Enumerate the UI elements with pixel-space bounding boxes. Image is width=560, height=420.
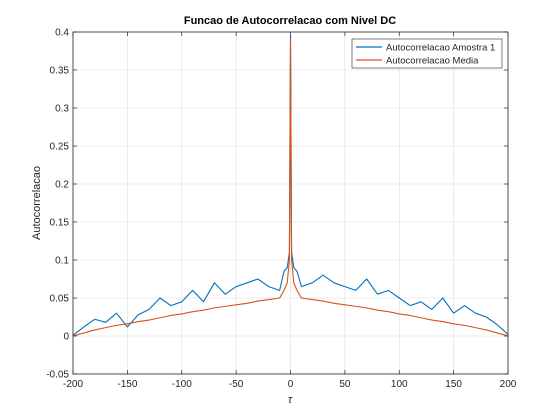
chart-title: Funcao de Autocorrelacao com Nivel DC: [184, 15, 396, 27]
y-tick-label: 0.1: [55, 256, 69, 267]
legend: Autocorrelacao Amostra 1 Autocorrelacao …: [351, 38, 503, 69]
y-tick-label: 0.2: [55, 180, 69, 191]
x-tick-label: -200: [63, 379, 83, 390]
series-line-mean: [73, 39, 508, 337]
x-tick-label: 150: [445, 379, 462, 390]
y-axis-label: Autocorrelacao: [31, 166, 43, 240]
legend-box: [351, 38, 503, 69]
x-tick-label: 100: [391, 379, 408, 390]
y-tick-label: 0.4: [55, 28, 69, 39]
legend-label-sample: Autocorrelacao Amostra 1: [386, 43, 495, 54]
y-tick-label: 0.15: [50, 218, 70, 229]
y-tick-label: 0.05: [50, 294, 70, 305]
y-tick-label: 0: [63, 332, 69, 343]
x-tick-labels: -200 -150 -100 -50 0 50 100 150 200: [63, 379, 517, 390]
x-tick-label: 200: [500, 379, 517, 390]
y-tick-label: 0.3: [55, 104, 69, 115]
y-tick-label: -0.05: [46, 370, 69, 381]
x-tick-label: -150: [117, 379, 137, 390]
x-axis-label: τ: [288, 394, 293, 406]
axis-ticks: [72, 31, 509, 375]
y-tick-label: 0.35: [50, 66, 70, 77]
x-tick-label: -100: [172, 379, 192, 390]
y-tick-labels: -0.05 0 0.05 0.1 0.15 0.2 0.25 0.3 0.35 0.4: [46, 28, 69, 381]
x-tick-label: -50: [229, 379, 244, 390]
y-tick-label: 0.25: [50, 142, 70, 153]
legend-label-mean: Autocorrelacao Media: [386, 56, 479, 67]
x-tick-label: 50: [339, 379, 351, 390]
x-tick-label: 0: [288, 379, 294, 390]
